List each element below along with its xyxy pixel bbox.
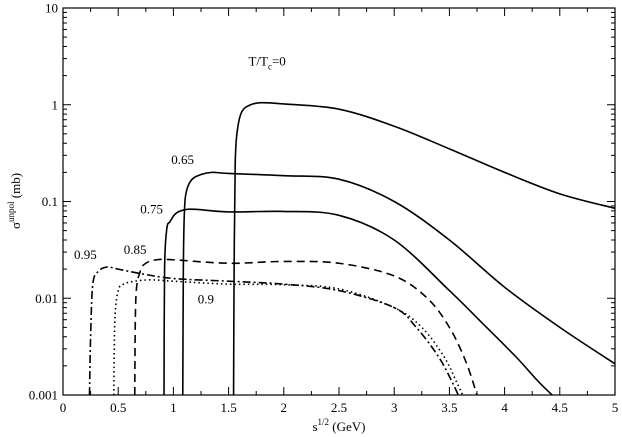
x-tick-label: 3 [391, 400, 398, 415]
x-tick-label: 2.5 [331, 400, 347, 415]
curve-label-2: 0.75 [140, 202, 163, 217]
curve-label-3: 0.85 [124, 242, 147, 257]
y-axis-label: σunpol (mb) [6, 173, 23, 229]
curve-label-5: 0.9 [198, 292, 214, 307]
y-tick-label: 1 [52, 97, 59, 112]
curve-label-0: T/Tc=0 [248, 53, 285, 71]
x-tick-label: 0.5 [110, 400, 126, 415]
series-line-0 [232, 101, 616, 396]
series-line-5 [112, 279, 464, 396]
x-tick-label: 1 [170, 400, 177, 415]
x-axis-label-sup: 1/2 [318, 417, 330, 427]
x-tick-label: 4 [501, 400, 508, 415]
y-tick-label: 10 [45, 1, 58, 16]
series-line-4 [88, 266, 459, 396]
y-axis-label-sup: unpol [6, 201, 16, 222]
x-tick-label: 5 [612, 400, 619, 415]
curve-label-4: 0.95 [74, 247, 97, 262]
y-tick-label: 0.1 [42, 194, 58, 209]
x-axis-label-rest: (GeV) [329, 419, 365, 434]
y-tick-label: 0.001 [29, 388, 58, 403]
x-tick-label: 0 [60, 400, 67, 415]
x-tick-label: 3.5 [441, 400, 457, 415]
series-group [88, 101, 616, 396]
y-axis-label-rest: (mb) [8, 173, 23, 202]
series-line-3 [133, 258, 478, 396]
series-line-1 [181, 171, 616, 396]
x-axis-label: s1/2 (GeV) [312, 417, 365, 434]
series-line-2 [163, 208, 553, 396]
curve-label-1: 0.65 [171, 152, 194, 167]
x-axis-label-base: s [312, 419, 317, 434]
axis-tick-labels: 0 0.5 1 1.5 2 2.5 3 3.5 4 4.5 5 0.001 0.01 0.1 1 10 [29, 1, 619, 416]
y-tick-label: 0.01 [35, 291, 58, 306]
axis-ticks [62, 7, 616, 396]
x-tick-label: 4.5 [552, 400, 568, 415]
x-tick-label: 1.5 [220, 400, 236, 415]
y-axis-label-base: σ [8, 222, 23, 229]
curve-labels: T/Tc=0 0.65 0.75 0.85 0.95 0.9 [74, 53, 286, 306]
x-tick-label: 2 [281, 400, 288, 415]
